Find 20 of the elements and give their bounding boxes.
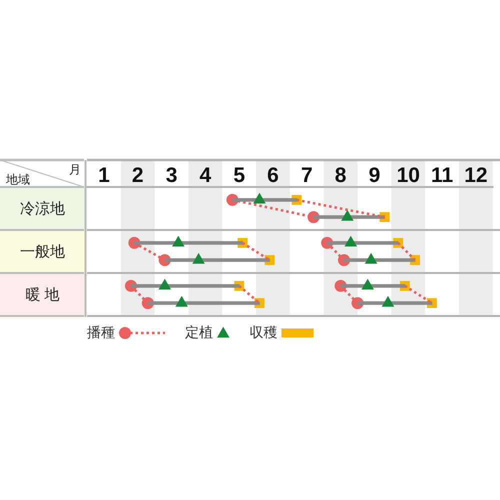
- x-tick-label: 3: [166, 164, 178, 188]
- x-tick-label: 10: [396, 164, 420, 188]
- y-tick-label: 一般地: [20, 244, 65, 261]
- y-tick-label: 冷涼地: [20, 200, 65, 218]
- x-tick-label: 9: [368, 164, 380, 188]
- x-axis-title: 月: [69, 162, 81, 176]
- legend-label: 定植: [185, 324, 213, 340]
- legend-label: 播種: [87, 324, 115, 340]
- legend-label: 収穫: [249, 324, 278, 340]
- x-tick-label: 8: [334, 164, 347, 188]
- x-tick-label: 12: [464, 164, 488, 188]
- x-tick-label: 7: [300, 164, 313, 188]
- x-tick-label: 2: [132, 164, 144, 188]
- x-tick-label: 11: [430, 164, 454, 188]
- x-tick-label: 1: [98, 164, 110, 188]
- x-tick-label: 5: [233, 164, 246, 188]
- y-axis-title: 地域: [5, 172, 30, 186]
- x-tick-label: 4: [200, 164, 212, 188]
- y-tick-label: 暖 地: [25, 286, 60, 304]
- x-tick-label: 6: [267, 164, 279, 188]
